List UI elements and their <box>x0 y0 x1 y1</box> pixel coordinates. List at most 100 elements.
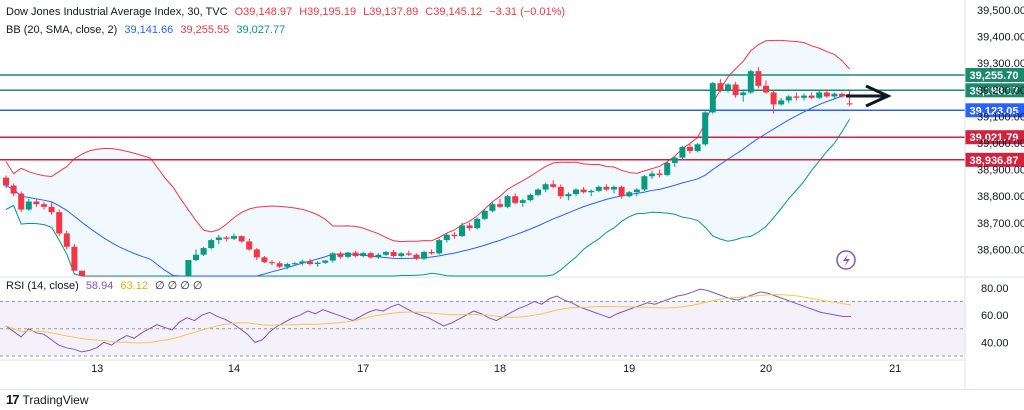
bb-label[interactable]: BB (20, SMA, close, 2) <box>6 24 118 36</box>
bb-basis-line <box>5 93 850 277</box>
level-badge <box>965 152 1024 167</box>
time-tick-label: 14 <box>228 363 240 375</box>
candle-body <box>595 186 602 191</box>
candle-body <box>656 173 663 175</box>
candle-body <box>641 176 648 190</box>
price-tick-label: 39,200.00 <box>977 85 1024 97</box>
rsi-legend: RSI (14, close) 58.94 63.12 ∅ ∅ ∅ ∅ <box>6 279 207 292</box>
candle-body <box>314 262 321 265</box>
candle-body <box>573 189 579 195</box>
candle-body <box>269 262 275 264</box>
candle-body <box>56 212 63 234</box>
rsi-value: 58.94 <box>85 280 114 292</box>
price-tick-label: 39,300.00 <box>977 58 1024 70</box>
tradingview-logo-icon: 17 <box>6 392 20 407</box>
footer: 17 TradingView <box>0 389 1024 410</box>
bb-fill <box>6 40 850 276</box>
candle-body <box>284 264 291 267</box>
candle-body <box>785 96 792 101</box>
candle-body <box>831 93 838 97</box>
candle-body <box>550 184 557 187</box>
candle-body <box>329 253 336 261</box>
candle-body <box>208 240 215 249</box>
candle-body <box>535 189 541 195</box>
candle-body <box>694 144 701 151</box>
price-tick-label: 39,100.00 <box>977 111 1024 123</box>
candle-body <box>725 84 731 90</box>
candle-body <box>709 83 716 113</box>
candle-body <box>839 93 845 97</box>
bb-lower-value: 39,027.77 <box>236 24 286 36</box>
candle-body <box>557 186 564 197</box>
level-label: 39,198.17 <box>970 85 1019 97</box>
level-label: 39,255.70 <box>970 70 1019 82</box>
candle-body <box>519 200 526 203</box>
candle-body <box>770 92 777 105</box>
candle-body <box>200 248 207 255</box>
time-tick-label: 13 <box>91 363 103 375</box>
price-tick-label: 38,800.00 <box>977 191 1024 203</box>
candle-body <box>231 236 237 239</box>
rsi-tick-label: 60.00 <box>981 310 1009 322</box>
level-badge <box>965 83 1024 98</box>
candle-body <box>466 225 473 229</box>
chart-canvas: 39,255.70 39,198.17 39,123.05 39,021.79 38,9… <box>0 0 1024 389</box>
tradingview-brand[interactable]: 17 TradingView <box>6 392 89 407</box>
candle-body <box>778 100 785 105</box>
candle-body <box>352 252 359 257</box>
candle-body <box>375 254 382 258</box>
candle-body <box>702 112 709 145</box>
candle-body <box>193 254 199 261</box>
candle-body <box>588 190 595 193</box>
time-tick-label: 21 <box>889 363 901 375</box>
candle-body <box>63 233 70 247</box>
candle-body <box>185 260 192 276</box>
candle-body <box>664 162 671 175</box>
candle-body <box>611 186 617 190</box>
price-tick-label: 38,900.00 <box>977 165 1024 177</box>
time-tick-label: 20 <box>760 363 772 375</box>
candle-body <box>633 189 640 193</box>
candle-body <box>79 270 85 276</box>
candle-body <box>71 246 78 271</box>
candle-body <box>322 260 329 263</box>
candle-body <box>618 186 625 197</box>
candle-body <box>489 204 496 211</box>
rsi-tick-label: 40.00 <box>981 337 1009 349</box>
candle-body <box>565 194 572 197</box>
close-value: C39,145.12 <box>425 6 483 18</box>
candle-body <box>801 95 807 98</box>
rsi-extra: ∅ ∅ ∅ ∅ <box>155 280 203 292</box>
candle-body <box>626 192 633 197</box>
candle-body <box>428 252 435 254</box>
candle-body <box>367 253 374 258</box>
time-tick-label: 18 <box>494 363 506 375</box>
candle-body <box>649 173 655 177</box>
symbol-label[interactable]: Dow Jones Industrial Average Index, 30, … <box>6 6 228 18</box>
candle-body <box>360 253 367 257</box>
candle-body <box>215 237 222 241</box>
bb-legend: BB (20, SMA, close, 2) 39,141.66 39,255.… <box>6 24 289 36</box>
candle-body <box>846 103 853 105</box>
candle-body <box>459 225 465 237</box>
candle-body <box>337 253 344 257</box>
rsi-ma-value: 63.12 <box>120 280 148 292</box>
rsi-label[interactable]: RSI (14, close) <box>6 280 79 292</box>
candle-body <box>345 252 351 257</box>
candle-body <box>253 249 260 258</box>
level-label: 39,123.05 <box>970 105 1019 117</box>
bolt-icon[interactable] <box>836 250 856 270</box>
candle-body <box>793 96 800 98</box>
candle-body <box>542 184 549 190</box>
candle-body <box>10 185 17 194</box>
bb-lower-line <box>5 119 851 277</box>
price-tick-label: 39,500.00 <box>977 5 1024 17</box>
candle-body <box>717 83 724 90</box>
change-value: −3.31 (−0.01%) <box>489 6 566 18</box>
price-tick-label: 38,700.00 <box>977 218 1024 230</box>
level-label: 38,936.87 <box>970 155 1019 167</box>
level-badge <box>965 103 1024 118</box>
candle-body <box>740 92 747 96</box>
rsi-ma-line <box>5 294 852 344</box>
time-tick-label: 19 <box>623 363 635 375</box>
